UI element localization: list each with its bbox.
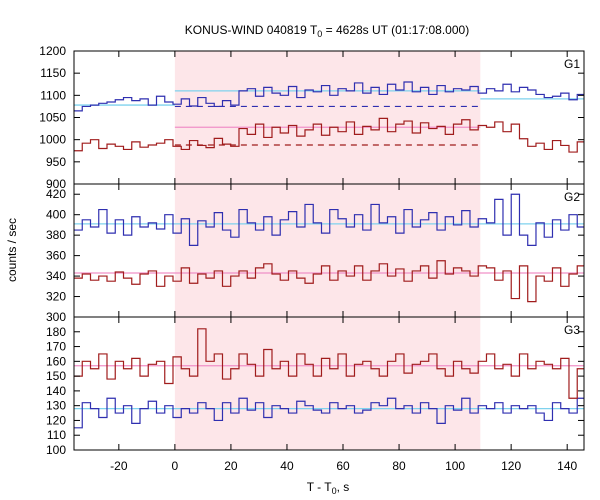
y-tick-label: 160 (46, 354, 66, 368)
x-axis-label-main: T - T (307, 480, 333, 494)
y-tick-label: 900 (46, 177, 66, 191)
x-tick-label: 60 (336, 459, 350, 473)
y-tick-label: 380 (46, 228, 66, 242)
y-tick-label: 170 (46, 340, 66, 354)
panel-plot-area (74, 81, 584, 153)
x-tick-label: 40 (280, 459, 294, 473)
y-tick-label: 140 (46, 384, 66, 398)
x-axis-label-subscript: 0 (332, 486, 337, 496)
x-tick-label: 80 (392, 459, 406, 473)
y-tick-label: 340 (46, 269, 66, 283)
x-axis-label: T - T0, s (307, 480, 350, 496)
y-tick-label: 300 (46, 310, 66, 324)
y-tick-label: 1150 (40, 66, 66, 80)
y-tick-label: 130 (46, 399, 66, 413)
y-tick-label: 1100 (40, 88, 66, 102)
panel-plot-area (74, 193, 584, 303)
y-tick-label: 150 (46, 369, 66, 383)
highlight-interval-band (174, 317, 481, 450)
highlight-interval-band (174, 51, 481, 184)
panel-label: G3 (564, 323, 580, 337)
y-tick-label: 100 (46, 443, 66, 457)
x-tick-label: 140 (557, 459, 577, 473)
x-tick-label: 0 (172, 459, 179, 473)
y-tick-label: 950 (46, 155, 66, 169)
series-step-red (74, 117, 584, 153)
y-tick-label: 1000 (39, 133, 66, 147)
y-tick-label: 180 (46, 325, 66, 339)
x-tick-label: 20 (224, 459, 238, 473)
x-tick-label: 120 (501, 459, 521, 473)
y-tick-label: 1050 (39, 111, 66, 125)
chart-title: KONUS-WIND 040819 T0 = 4628s UT (01:17:0… (185, 23, 469, 39)
panel-g2: 300 320 340 360 380 400 420 G2 (46, 183, 585, 324)
panel-frame (73, 316, 585, 451)
chart-title-main: KONUS-WIND 040819 T (185, 23, 318, 37)
y-tick-label: 360 (46, 249, 66, 263)
series-step-blue (74, 81, 584, 112)
y-tick-label: 320 (46, 290, 66, 304)
x-tick-label: -20 (110, 459, 128, 473)
chart-title-rest: = 4628s UT (01:17:08.000) (322, 23, 469, 37)
series-step-red (74, 260, 584, 303)
panel-g1: 900 950 1000 1050 1100 1150 1200 G1 (39, 44, 585, 191)
series-step-blue (74, 397, 584, 429)
chart-title-subscript: 0 (317, 29, 322, 39)
y-tick-label: 1200 (39, 44, 66, 58)
panel-plot-area (74, 328, 584, 429)
panel-label: G1 (564, 57, 580, 71)
series-step-red (74, 328, 584, 399)
highlight-interval-band (174, 184, 481, 317)
panel-label: G2 (564, 190, 580, 204)
x-axis-label-rest: , s (337, 480, 350, 494)
y-tick-label: 400 (46, 208, 66, 222)
y-tick-label: 420 (46, 187, 66, 201)
series-step-blue (74, 193, 584, 246)
y-tick-label: 110 (47, 428, 66, 442)
y-axis-label: counts / sec (5, 218, 19, 282)
x-tick-label: 100 (445, 459, 465, 473)
y-tick-label: 120 (46, 413, 66, 427)
panels-layer: 90095010001050110011501200G1300320340360… (39, 44, 585, 473)
